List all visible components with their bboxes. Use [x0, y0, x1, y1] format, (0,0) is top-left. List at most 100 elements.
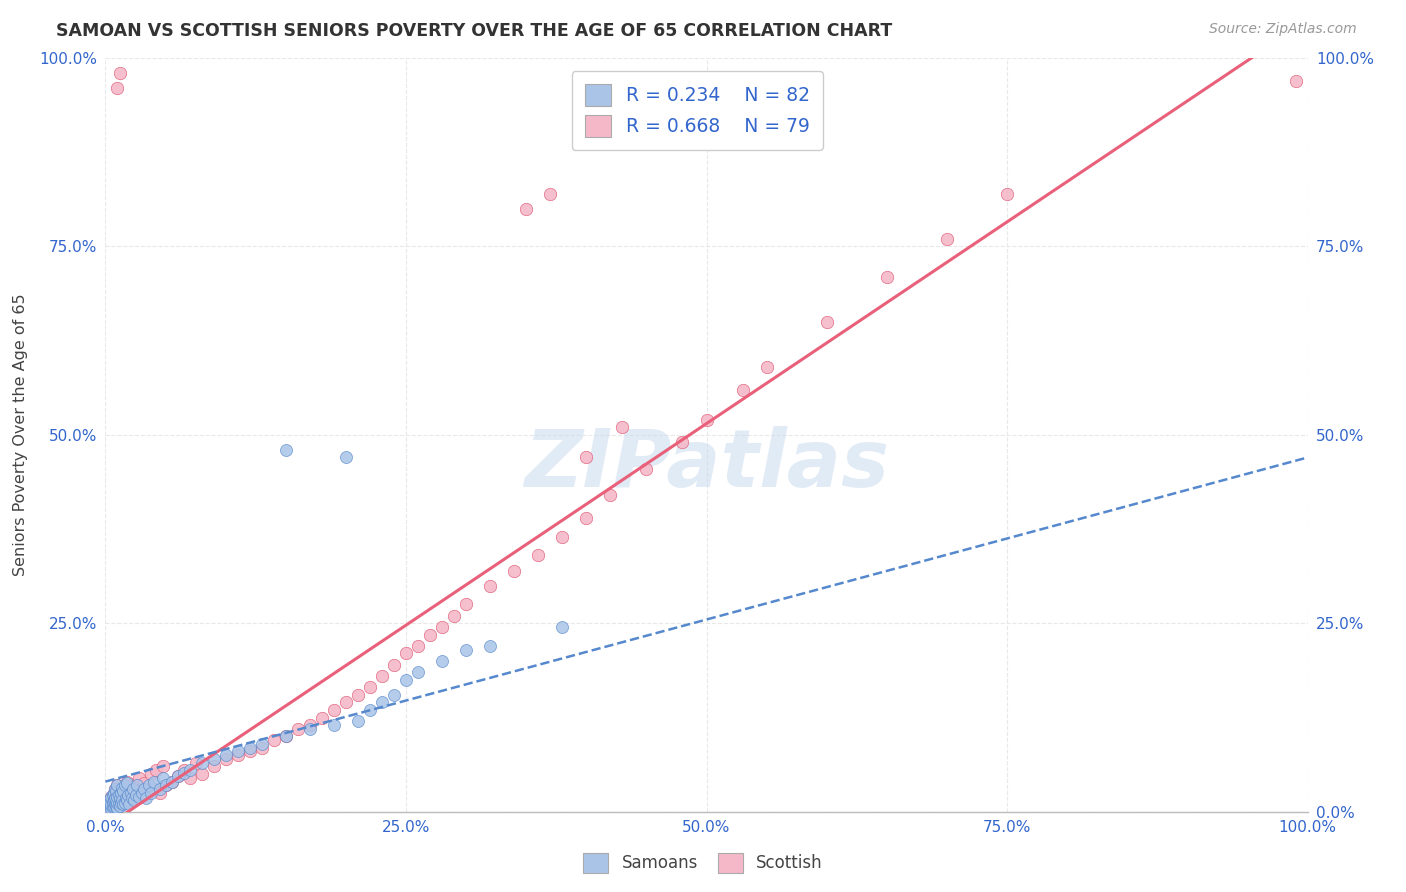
Point: [112, 783, 135, 797]
Point: [454, 598, 477, 612]
Point: [202, 752, 225, 766]
Point: [671, 435, 693, 450]
Point: [115, 776, 138, 790]
Point: [111, 789, 134, 804]
Point: [166, 768, 188, 782]
Point: [179, 771, 201, 785]
Point: [112, 796, 135, 810]
Point: [115, 791, 138, 805]
Point: [551, 530, 574, 544]
Point: [527, 549, 550, 563]
Point: [142, 774, 165, 789]
Point: [160, 774, 183, 789]
Point: [239, 744, 262, 758]
Point: [575, 510, 598, 524]
Point: [371, 669, 394, 683]
Point: [100, 797, 122, 812]
Point: [145, 764, 167, 778]
Point: [395, 673, 418, 687]
Point: [612, 420, 634, 434]
Point: [98, 798, 121, 813]
Point: [107, 778, 129, 792]
Point: [311, 710, 333, 724]
Point: [479, 639, 502, 653]
Text: SAMOAN VS SCOTTISH SENIORS POVERTY OVER THE AGE OF 65 CORRELATION CHART: SAMOAN VS SCOTTISH SENIORS POVERTY OVER …: [56, 22, 893, 40]
Point: [876, 269, 898, 284]
Point: [430, 620, 453, 634]
Point: [107, 801, 129, 815]
Text: Source: ZipAtlas.com: Source: ZipAtlas.com: [1209, 22, 1357, 37]
Point: [138, 778, 160, 792]
Point: [107, 778, 129, 792]
Point: [142, 782, 165, 797]
Point: [98, 798, 121, 813]
Point: [110, 786, 132, 800]
Point: [166, 768, 188, 782]
Point: [107, 793, 129, 807]
Point: [98, 797, 121, 812]
Point: [107, 789, 129, 804]
Point: [443, 608, 465, 623]
Point: [190, 756, 212, 770]
Point: [131, 786, 153, 800]
Point: [118, 793, 141, 807]
Point: [1284, 73, 1306, 87]
Point: [214, 752, 236, 766]
Point: [322, 718, 344, 732]
Point: [121, 791, 143, 805]
Point: [108, 66, 131, 80]
Point: [395, 647, 418, 661]
Point: [731, 383, 754, 397]
Point: [112, 797, 135, 812]
Point: [118, 797, 141, 812]
Point: [298, 722, 321, 736]
Point: [139, 786, 162, 800]
Point: [995, 186, 1018, 201]
Point: [114, 778, 136, 792]
Point: [135, 791, 157, 805]
Point: [103, 798, 125, 813]
Point: [124, 788, 146, 802]
Point: [322, 703, 344, 717]
Point: [274, 730, 297, 744]
Point: [515, 202, 537, 216]
Point: [125, 778, 148, 792]
Point: [98, 793, 121, 807]
Point: [104, 797, 127, 812]
Point: [696, 413, 718, 427]
Point: [108, 797, 131, 812]
Point: [132, 776, 155, 790]
Point: [173, 765, 195, 780]
Point: [127, 791, 149, 805]
Point: [104, 782, 127, 797]
Point: [250, 740, 273, 755]
Point: [347, 688, 370, 702]
Point: [101, 800, 124, 814]
Point: [155, 778, 177, 792]
Point: [115, 791, 138, 805]
Point: [382, 688, 405, 702]
Point: [115, 793, 138, 807]
Legend: R = 0.234    N = 82, R = 0.668    N = 79: R = 0.234 N = 82, R = 0.668 N = 79: [572, 71, 823, 150]
Point: [148, 782, 170, 797]
Point: [100, 800, 122, 814]
Point: [335, 450, 357, 465]
Point: [122, 782, 145, 797]
Point: [936, 232, 959, 246]
Point: [538, 186, 561, 201]
Point: [132, 782, 155, 797]
Point: [131, 788, 153, 802]
Point: [124, 789, 146, 804]
Point: [139, 767, 162, 781]
Point: [406, 665, 429, 680]
Point: [454, 642, 477, 657]
Point: [117, 788, 139, 802]
Point: [111, 780, 134, 795]
Point: [239, 740, 262, 755]
Point: [173, 764, 195, 778]
Point: [128, 789, 150, 804]
Point: [107, 801, 129, 815]
Point: [148, 786, 170, 800]
Point: [103, 793, 125, 807]
Point: [101, 788, 124, 802]
